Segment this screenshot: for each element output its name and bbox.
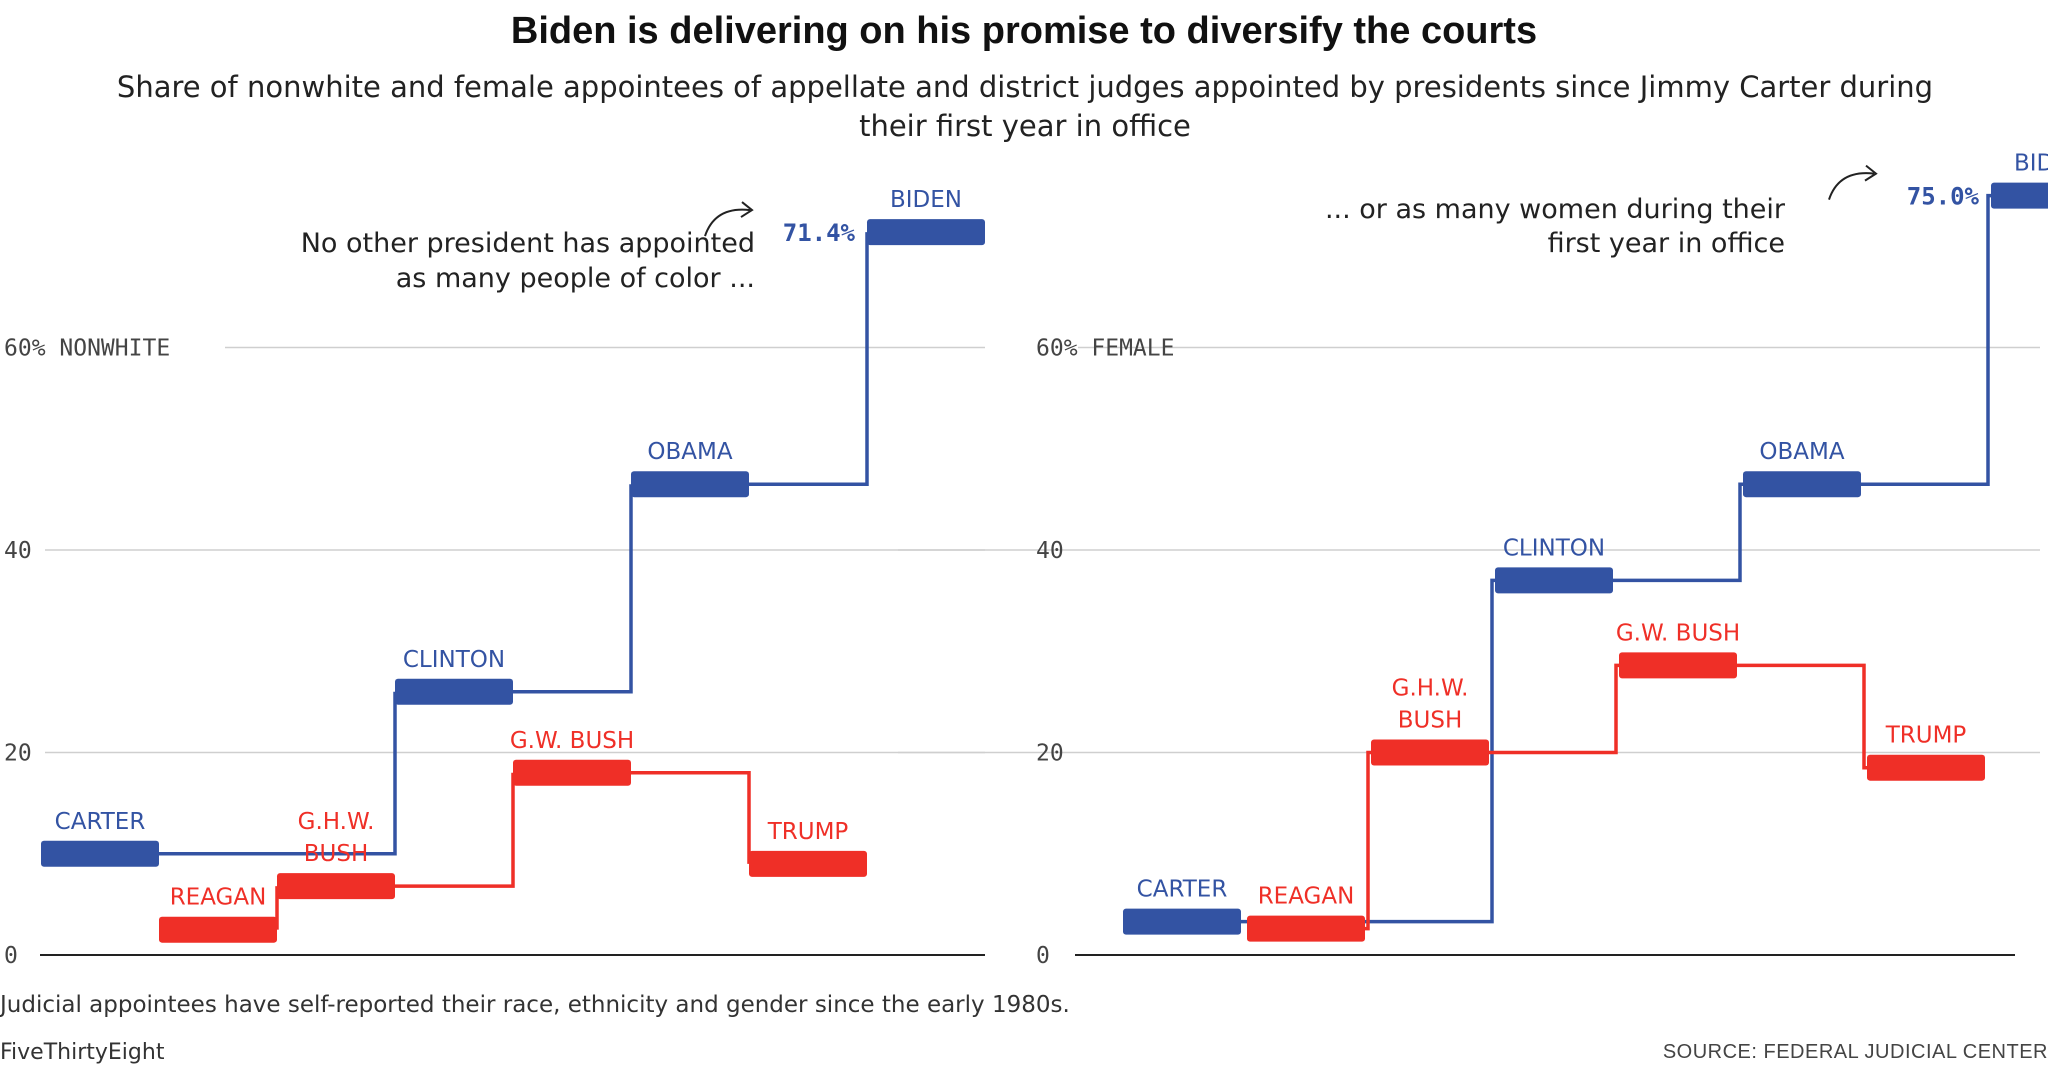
bar-carter: [41, 840, 159, 867]
president-label-reagan: REAGAN: [1258, 884, 1355, 910]
footnote: Judicial appointees have self-reported t…: [0, 992, 1070, 1018]
president-label-g-w-bush: G.W. BUSH: [1616, 620, 1740, 646]
chart-title: Biden is delivering on his promise to di…: [510, 10, 1538, 52]
president-label-g-h-w-bush-1: G.H.W.: [298, 809, 375, 835]
annotation-arrowhead: [740, 201, 754, 218]
republican-connector-g-h-w-bush-to-g-w-bush: [1489, 663, 1619, 755]
annotation-line-2: as many people of color ...: [396, 263, 755, 294]
annotation-line-1: No other president has appointed: [301, 228, 755, 259]
annotation-arrow: [1828, 172, 1875, 200]
y-tick-label-0: 0: [4, 943, 18, 969]
bar-reagan: [1247, 915, 1365, 942]
president-label-clinton: CLINTON: [403, 647, 505, 673]
chart-subtitle: Share of nonwhite and female appointees …: [116, 70, 1934, 143]
president-label-obama: OBAMA: [647, 439, 732, 465]
bar-trump: [1867, 754, 1985, 781]
y-tick-label-20: 20: [4, 741, 32, 767]
bar-g-w-bush: [513, 759, 631, 786]
annotation-arrow: [704, 208, 751, 237]
republican-connector-g-w-bush-to-trump: [631, 771, 751, 864]
value-label-biden: 75.0%: [1907, 183, 1980, 211]
source-note: SOURCE: FEDERAL JUDICIAL CENTER: [1662, 1041, 2048, 1063]
bar-clinton: [1495, 567, 1613, 594]
chart-area: 0 20 40 60% NONWHITE CARTER CLINTON OBAMA BIDEN…: [4, 151, 2048, 969]
democrat-connector-clinton-to-obama: [513, 484, 633, 694]
democrat-connector-obama-to-biden: [1861, 193, 1991, 486]
bar-biden: [1991, 182, 2048, 209]
president-label-g-w-bush: G.W. BUSH: [510, 728, 634, 754]
president-label-g-h-w-bush-2: BUSH: [304, 841, 369, 867]
democrat-connector-carter-to-clinton: [159, 691, 397, 856]
bar-biden: [867, 219, 985, 246]
democrat-connector-clinton-to-obama: [1613, 482, 1743, 583]
republican-connector-g-h-w-bush-to-g-w-bush: [395, 772, 515, 888]
annotation-line-2: first year in office: [1548, 228, 1785, 259]
bar-g-h-w-bush: [277, 873, 395, 900]
y-tick-label-0: 0: [1036, 943, 1050, 969]
republican-connector-reagan-to-g-h-w-bush: [1365, 750, 1371, 931]
republican-connector-g-w-bush-to-trump: [1737, 663, 1867, 770]
annotation-line-1: ... or as many women during their: [1325, 194, 1786, 225]
bar-obama: [631, 471, 749, 498]
president-label-obama: OBAMA: [1759, 439, 1844, 465]
female-panel: 0 20 40 60% FEMALE CARTER CLINTON OBAMA BIDEN RE…: [898, 151, 2048, 969]
president-label-g-h-w-bush-1: G.H.W.: [1392, 676, 1469, 702]
bar-obama: [1743, 471, 1861, 498]
president-label-carter: CARTER: [1137, 877, 1228, 903]
y-tick-label-40: 40: [1036, 538, 1064, 564]
bar-clinton: [395, 678, 513, 705]
bar-g-w-bush: [1619, 652, 1737, 679]
president-label-trump: TRUMP: [767, 819, 849, 845]
president-label-trump: TRUMP: [1885, 723, 1967, 749]
bar-reagan: [159, 916, 277, 943]
value-label-biden: 71.4%: [783, 219, 856, 247]
president-label-biden: BIDEN: [890, 187, 962, 213]
annotation-arrowhead: [1864, 164, 1878, 182]
credit: FiveThirtyEight: [0, 1040, 165, 1065]
president-label-carter: CARTER: [55, 809, 146, 835]
nonwhite-panel: 0 20 40 60% NONWHITE CARTER CLINTON OBAMA BIDEN…: [4, 187, 985, 969]
bar-g-h-w-bush: [1371, 739, 1489, 766]
democrat-connector-obama-to-biden: [749, 232, 869, 486]
president-label-g-h-w-bush-2: BUSH: [1398, 708, 1463, 734]
president-label-biden: BIDEN: [2014, 151, 2048, 177]
y-tick-label-60: 60% NONWHITE: [4, 336, 170, 362]
y-tick-label-60: 60% FEMALE: [1036, 336, 1174, 362]
y-tick-label-20: 20: [1036, 741, 1064, 767]
bar-trump: [749, 850, 867, 877]
bar-carter: [1123, 908, 1241, 935]
y-tick-label-40: 40: [4, 538, 32, 564]
president-label-clinton: CLINTON: [1503, 535, 1605, 561]
president-label-reagan: REAGAN: [170, 885, 267, 911]
